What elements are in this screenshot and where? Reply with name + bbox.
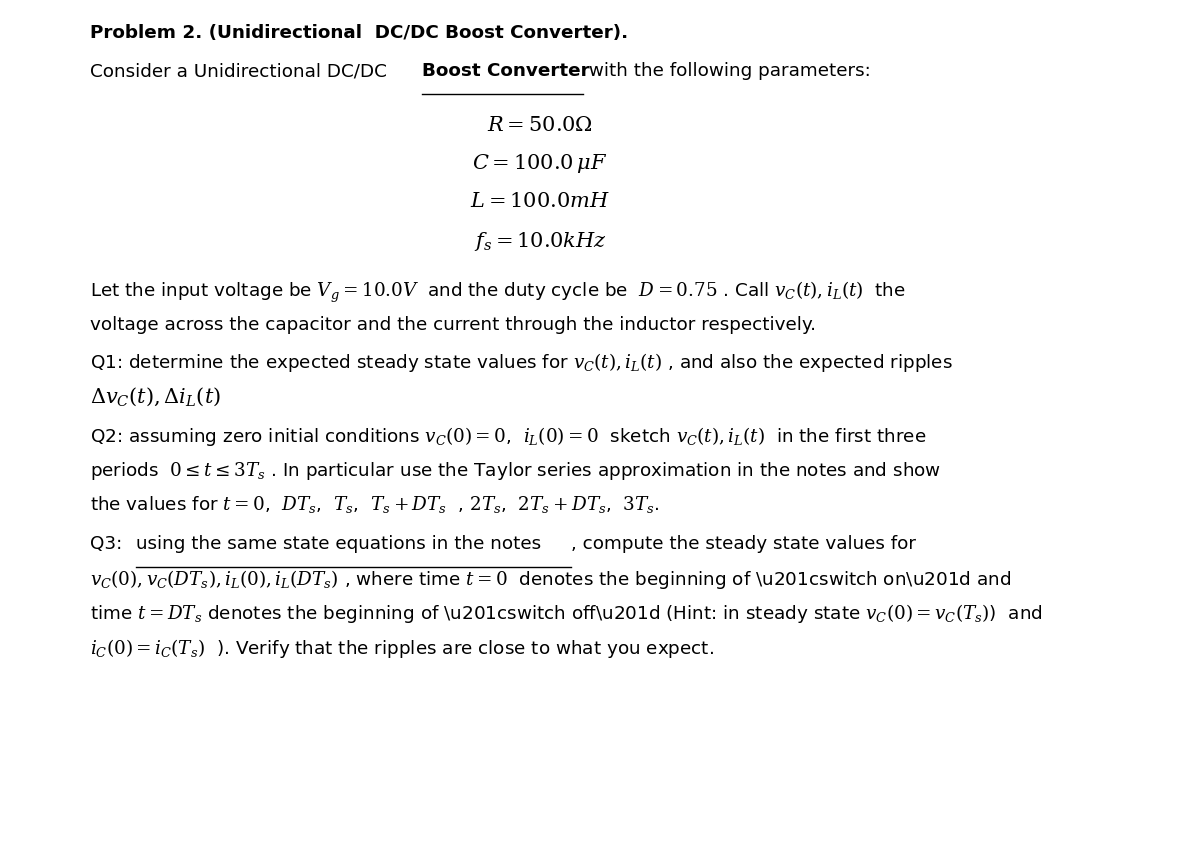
Text: $v_C(0), v_C(DT_s), i_L(0), i_L(DT_s)$ , where time $t = 0$  denotes the beginni: $v_C(0), v_C(DT_s), i_L(0), i_L(DT_s)$ ,… (90, 567, 1012, 590)
Text: $C = 100.0\,\mu F$: $C = 100.0\,\mu F$ (473, 152, 607, 175)
Text: Q1: determine the expected steady state values for $v_C(t), i_L(t)$ , and also t: Q1: determine the expected steady state … (90, 350, 953, 373)
Text: Boost Converter: Boost Converter (422, 62, 590, 80)
Text: using the same state equations in the notes: using the same state equations in the no… (136, 534, 541, 553)
Text: $R = 50.0\Omega$: $R = 50.0\Omega$ (487, 115, 593, 135)
Text: Let the input voltage be $V_g = 10.0V$  and the duty cycle be  $D = 0.75$ . Call: Let the input voltage be $V_g = 10.0V$ a… (90, 280, 906, 305)
Text: voltage across the capacitor and the current through the inductor respectively.: voltage across the capacitor and the cur… (90, 315, 816, 333)
Text: $\Delta v_C(t), \Delta i_L(t)$: $\Delta v_C(t), \Delta i_L(t)$ (90, 385, 221, 407)
Text: $L = 100.0mH$: $L = 100.0mH$ (470, 191, 610, 211)
Text: Q3:: Q3: (90, 534, 128, 553)
Text: , compute the steady state values for: , compute the steady state values for (571, 534, 917, 553)
Text: time $t = DT_s$ denotes the beginning of \u201cswitch off\u201d (Hint: in steady: time $t = DT_s$ denotes the beginning of… (90, 602, 1043, 625)
Text: $f_s = 10.0kHz$: $f_s = 10.0kHz$ (474, 230, 606, 252)
Text: with the following parameters:: with the following parameters: (583, 62, 871, 80)
Text: Consider a Unidirectional DC/DC: Consider a Unidirectional DC/DC (90, 62, 392, 80)
Text: the values for $t = 0$,  $DT_s$,  $T_s$,  $T_s + DT_s$  , $2T_s$,  $2T_s + DT_s$: the values for $t = 0$, $DT_s$, $T_s$, $… (90, 493, 660, 514)
Text: Problem 2. (Unidirectional  DC/DC Boost Converter).: Problem 2. (Unidirectional DC/DC Boost C… (90, 24, 628, 42)
Text: Q2: assuming zero initial conditions $v_C(0) = 0$,  $i_L(0) = 0$  sketch $v_C(t): Q2: assuming zero initial conditions $v_… (90, 425, 926, 447)
Text: periods  $0 \leq t \leq 3T_s$ . In particular use the Taylor series approximatio: periods $0 \leq t \leq 3T_s$ . In partic… (90, 459, 941, 481)
Text: $i_C(0) = i_C(T_s)$  ). Verify that the ripples are close to what you expect.: $i_C(0) = i_C(T_s)$ ). Verify that the r… (90, 636, 714, 659)
